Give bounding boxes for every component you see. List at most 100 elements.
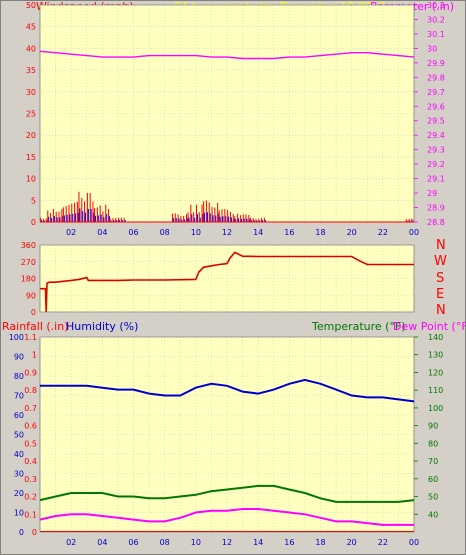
x-tick-label: 10: [191, 538, 201, 547]
x-tick-label: 06: [128, 228, 138, 237]
temp-y-tick-label: 130: [428, 351, 443, 360]
humidity-label: Humidity (%): [66, 320, 138, 333]
x-tick-label: 22: [378, 538, 388, 547]
direction-y-tick-label: 360: [21, 241, 36, 250]
baro-y-tick-label: 28.9: [427, 204, 445, 213]
x-tick-label: 14: [253, 538, 263, 547]
baro-y-tick-label: 30.1: [427, 30, 445, 39]
series-layer: [39, 50, 415, 532]
baro-y-tick-label: 29.5: [427, 117, 445, 126]
humidity-y-tick-label: 80: [14, 372, 24, 381]
rain-y-tick-label: 0.1: [24, 510, 37, 519]
x-tick-label: 08: [160, 228, 170, 237]
compass-n-bottom: N: [436, 303, 446, 318]
compass-e: E: [436, 287, 444, 302]
dewpoint-label: Dew Point (°F): [393, 320, 466, 333]
temp-y-tick-label: 100: [428, 404, 443, 413]
baro-y-tick-label: 30: [427, 44, 437, 53]
x-tick-label: 14: [253, 228, 263, 237]
x-tick-label: 18: [315, 538, 325, 547]
humidity-y-tick-label: 30: [14, 470, 24, 479]
baro-y-tick-label: 29.7: [427, 88, 445, 97]
temp-y-tick-label: 140: [428, 333, 443, 342]
compass-n-top: N: [436, 238, 446, 253]
humidity-y-tick-label: 20: [14, 489, 24, 498]
temp-y-tick-label: 80: [428, 439, 438, 448]
rain-y-tick-label: 0.9: [24, 368, 37, 377]
rain-y-tick-label: 0: [32, 528, 37, 537]
x-tick-label: 00: [409, 538, 419, 547]
wind-y-tick-label: 35: [26, 66, 36, 75]
temp-y-tick-label: 90: [428, 422, 438, 431]
wind-y-tick-label: 10: [26, 175, 36, 184]
humidity-y-tick-label: 40: [14, 450, 24, 459]
x-tick-label: 02: [66, 538, 76, 547]
direction-y-tick-label: 90: [26, 291, 36, 300]
direction-y-tick-label: 180: [21, 275, 36, 284]
rain-y-tick-label: 1: [32, 351, 37, 360]
x-tick-label: 20: [347, 538, 357, 547]
baro-y-tick-label: 30.2: [427, 15, 445, 24]
wind-y-tick-label: 40: [26, 44, 36, 53]
humidity-line: [40, 378, 415, 403]
x-tick-label: 12: [222, 538, 232, 547]
compass-s: S: [436, 271, 444, 286]
temperature-label: Temperature (°F): [311, 320, 406, 333]
x-tick-label: 16: [284, 228, 294, 237]
wind-y-tick-label: 20: [26, 131, 36, 140]
humidity-y-tick-label: 60: [14, 411, 24, 420]
x-tick-label: 16: [284, 538, 294, 547]
temp-y-tick-label: 110: [428, 386, 443, 395]
compass-w: W: [434, 254, 447, 269]
baro-y-tick-label: 29.4: [427, 131, 445, 140]
humidity-y-tick-label: 70: [14, 392, 24, 401]
wind-y-tick-label: 0: [31, 218, 36, 227]
wind-y-tick-label: 30: [26, 88, 36, 97]
rainfall-label: Rainfall (.in): [2, 320, 69, 333]
temp-y-tick-label: 40: [428, 510, 438, 519]
rain-y-tick-label: 0.8: [24, 386, 37, 395]
x-tick-label: 18: [315, 228, 325, 237]
grid-layer: [39, 4, 415, 533]
temp-y-tick-label: 70: [428, 457, 438, 466]
baro-y-tick-label: 29.1: [427, 175, 445, 184]
temp-y-tick-label: 120: [428, 368, 443, 377]
wind-y-tick-label: 5: [31, 196, 36, 205]
humidity-y-tick-label: 10: [14, 509, 24, 518]
x-tick-label: 02: [66, 228, 76, 237]
direction-line: [40, 251, 414, 313]
x-tick-label: 20: [347, 228, 357, 237]
x-tick-label: 08: [160, 538, 170, 547]
baro-y-tick-label: 29.3: [427, 146, 445, 155]
baro-y-tick-label: 29.8: [427, 73, 445, 82]
rain-y-tick-label: 0.6: [24, 422, 37, 431]
baro-y-tick-label: 29.2: [427, 160, 445, 169]
direction-y-tick-label: 0: [31, 308, 36, 317]
baro-y-tick-label: 29.6: [427, 102, 445, 111]
wind-y-tick-label: 25: [26, 110, 36, 119]
baro-y-tick-label: 29.9: [427, 59, 445, 68]
temp-y-tick-label: 60: [428, 475, 438, 484]
baro-y-tick-label: 28.8: [427, 218, 445, 227]
x-tick-label: 04: [97, 538, 107, 547]
rain-y-tick-label: 0.3: [24, 475, 37, 484]
x-tick-label: 00: [409, 228, 419, 237]
temperature-line: [39, 484, 415, 503]
rain-y-tick-label: 0.7: [24, 404, 37, 413]
x-tick-label: 12: [222, 228, 232, 237]
wind-y-tick-label: 45: [26, 23, 36, 32]
temp-y-tick-label: 50: [428, 493, 438, 502]
humidity-y-tick-label: 0: [19, 528, 24, 537]
x-tick-label: 10: [191, 228, 201, 237]
baro-y-tick-label: 30.3: [427, 1, 445, 10]
wind-y-tick-label: 15: [26, 153, 36, 162]
humidity-y-tick-label: 100: [9, 333, 24, 342]
humidity-y-tick-label: 50: [14, 431, 24, 440]
x-tick-label: 06: [128, 538, 138, 547]
barometer-line: [39, 50, 415, 60]
baro-y-tick-label: 29: [427, 189, 437, 198]
rain-y-tick-label: 0.5: [24, 439, 37, 448]
